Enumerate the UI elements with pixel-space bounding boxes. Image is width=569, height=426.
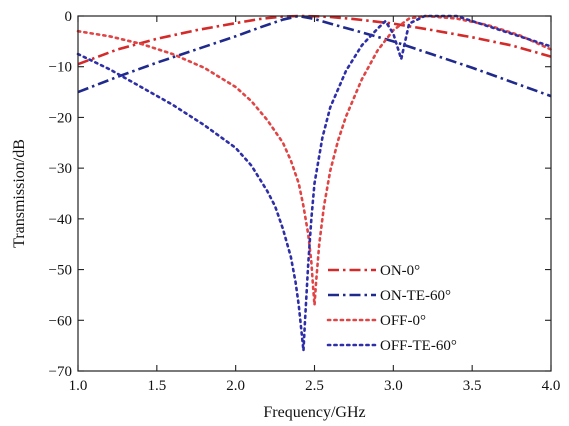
y-tick-label: −60 xyxy=(49,313,72,329)
legend: ON-0° ON-TE-60° OFF-0° OFF-TE-60° xyxy=(326,263,457,354)
legend-label-1: ON-TE-60° xyxy=(380,288,451,304)
legend-label-0: ON-0° xyxy=(380,263,420,279)
series-layer xyxy=(76,14,553,353)
series-line-1 xyxy=(77,14,552,98)
plot-frame xyxy=(77,15,552,372)
y-axis-title: Transmission/dB xyxy=(11,139,28,248)
y-tick-label: −40 xyxy=(49,212,72,228)
x-tick-label: 1.5 xyxy=(147,378,166,394)
x-axis-title: Frequency/GHz xyxy=(263,404,365,421)
y-tick-label: −70 xyxy=(49,364,72,380)
ticks-layer: 1.0 1.5 2.0 2.5 3.0 3.5 4.0 0 −10 −20 −30 −40 −50 −60… xyxy=(49,9,561,394)
y-tick-label: −20 xyxy=(49,110,72,126)
series-line-2 xyxy=(76,14,553,307)
x-tick-label: 3.0 xyxy=(384,378,403,394)
y-tick-label: −30 xyxy=(49,161,72,177)
y-tick-label: 0 xyxy=(65,9,73,25)
x-tick-label: 2.0 xyxy=(226,378,245,394)
series-line-0 xyxy=(77,14,552,66)
y-tick-label: −50 xyxy=(49,263,72,279)
x-tick-label: 2.5 xyxy=(305,378,324,394)
x-tick-label: 4.0 xyxy=(542,378,561,394)
y-tick-label: −10 xyxy=(49,60,72,76)
legend-label-2: OFF-0° xyxy=(380,313,426,329)
legend-label-3: OFF-TE-60° xyxy=(380,338,457,354)
series-line-3 xyxy=(76,14,553,353)
x-tick-label: 3.5 xyxy=(463,378,482,394)
x-tick-label: 1.0 xyxy=(69,378,88,394)
